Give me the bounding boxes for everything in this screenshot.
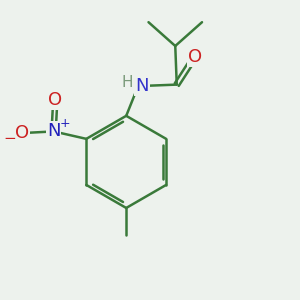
Text: O: O — [188, 48, 203, 66]
Text: O: O — [15, 124, 29, 142]
Text: O: O — [48, 91, 62, 109]
Text: N: N — [47, 122, 60, 140]
Text: +: + — [60, 118, 70, 130]
Text: N: N — [135, 77, 148, 95]
Text: −: − — [4, 131, 16, 146]
Text: H: H — [122, 75, 134, 90]
